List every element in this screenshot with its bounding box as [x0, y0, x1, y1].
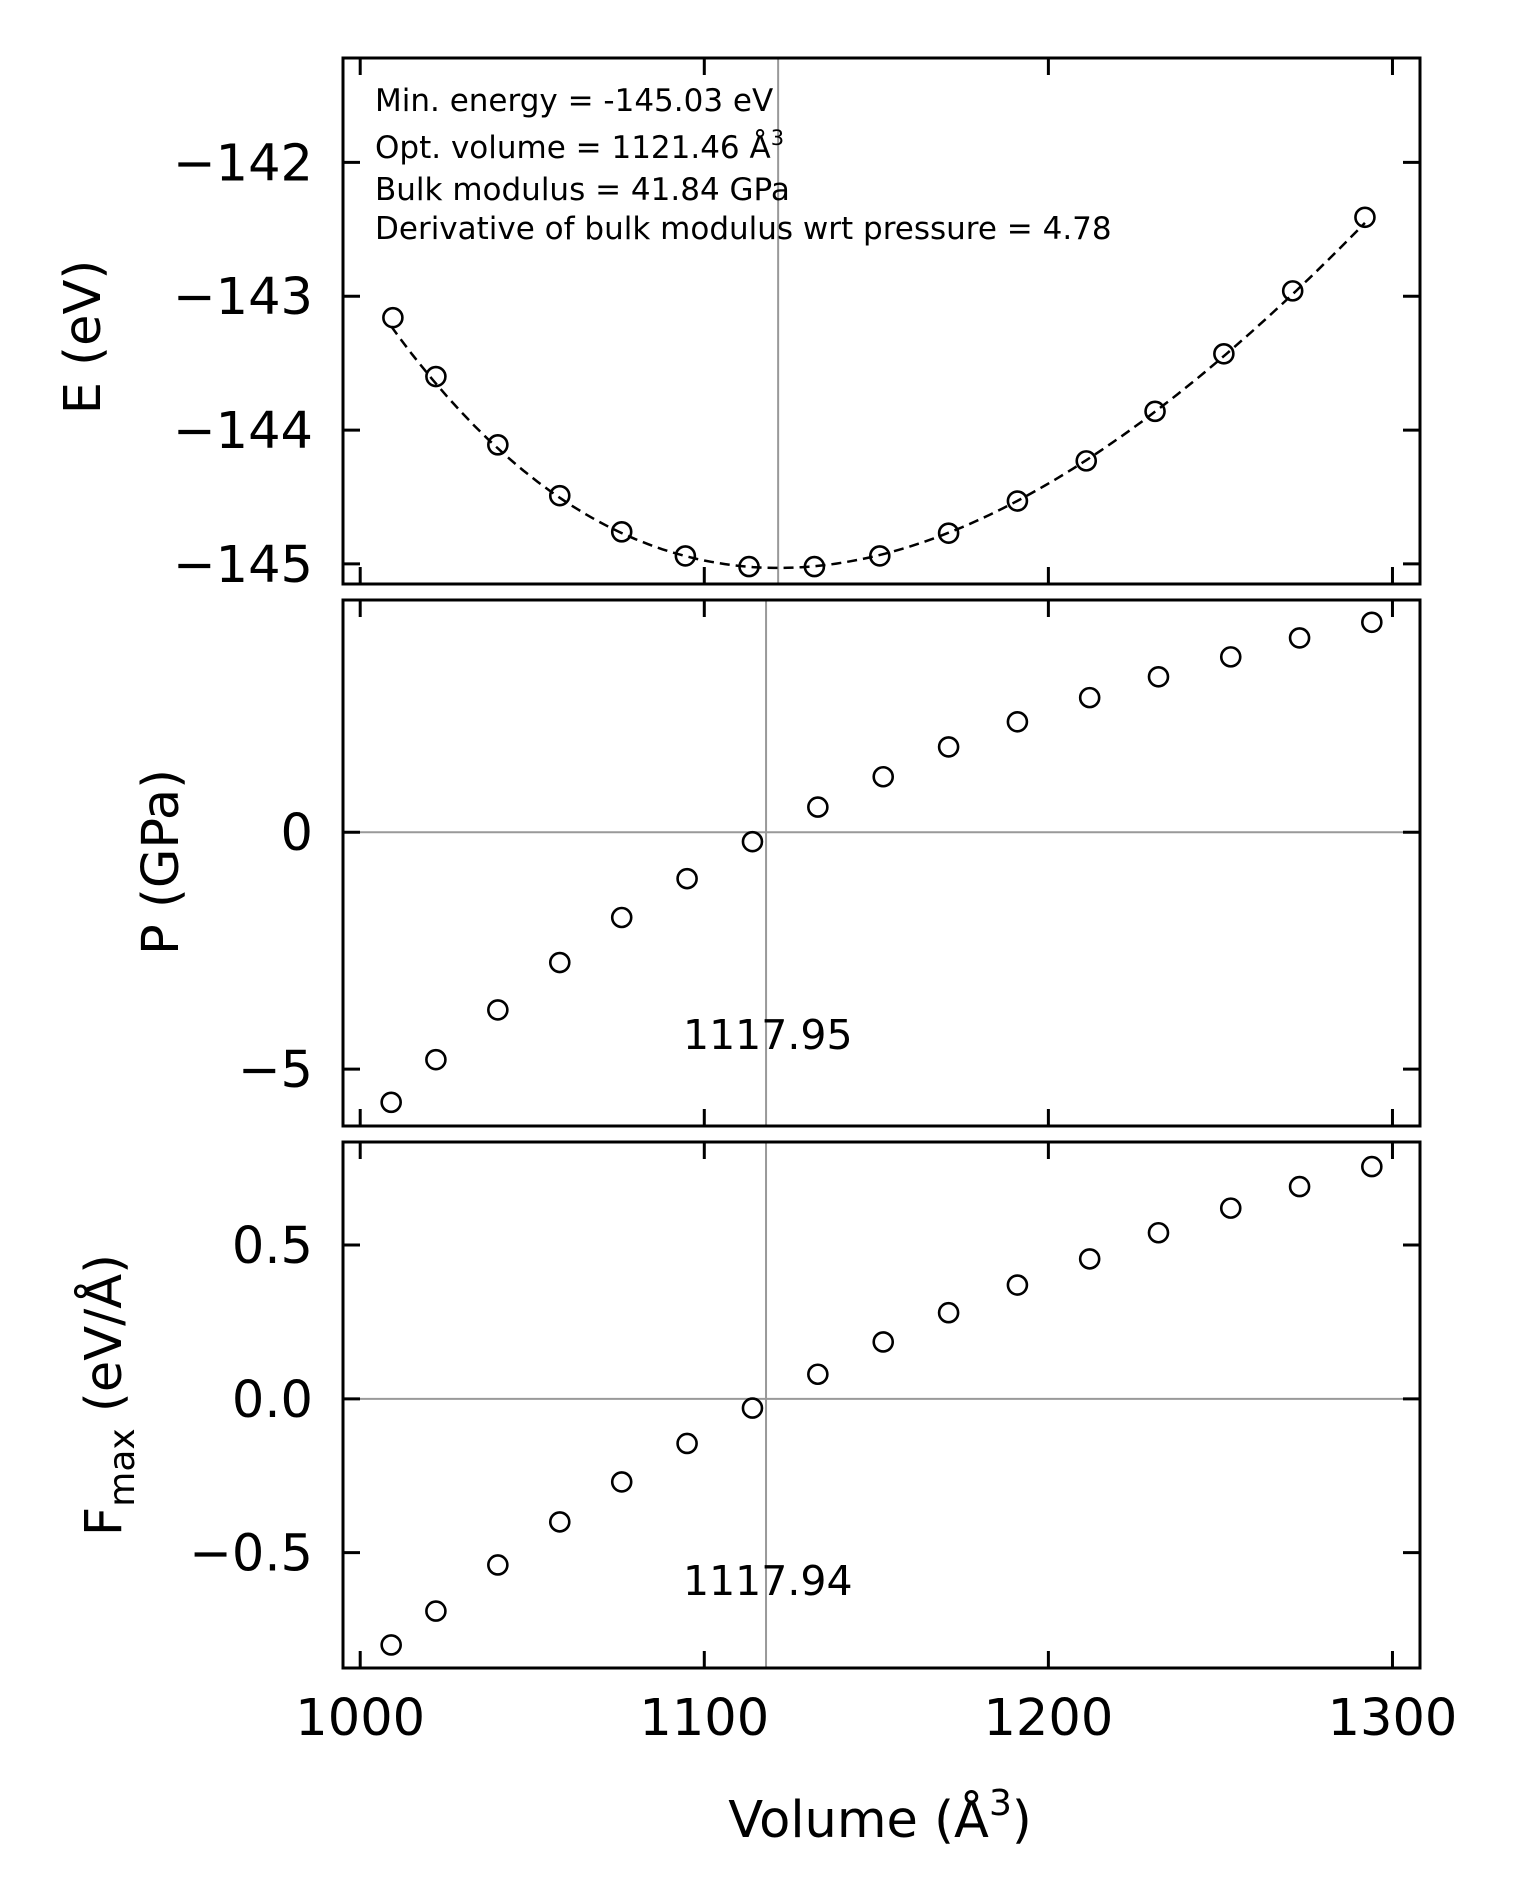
energy-data-point — [382, 306, 404, 329]
energy-data-point — [1144, 400, 1166, 423]
force-data-point — [1006, 1274, 1029, 1296]
pressure-data-point — [380, 1091, 402, 1114]
annotation-opt-volume-text: Opt. volume = 1121.46 Å — [375, 130, 771, 166]
energy-y-tick-label: −144 — [173, 402, 313, 461]
force-y-axis-label-unit: (eV/Å) — [72, 1254, 134, 1428]
x-axis-label: Volume (Å3) — [728, 1783, 1032, 1850]
pressure-y-axis-label: P (GPa) — [132, 769, 191, 955]
force-data-point — [1361, 1155, 1383, 1178]
energy-data-points — [382, 206, 1376, 578]
pressure-data-points — [380, 611, 1383, 1114]
force-data-points — [380, 1155, 1383, 1656]
pressure-data-point — [1078, 686, 1101, 709]
x-tick-label: 1100 — [639, 1689, 769, 1748]
force-plot-frame — [341, 1140, 1422, 1670]
pressure-data-point — [741, 830, 764, 853]
energy-data-point — [487, 434, 509, 456]
force-y-tick-label: −0.5 — [189, 1525, 313, 1584]
energy-data-point — [937, 522, 960, 544]
energy-data-point — [610, 521, 633, 543]
energy-data-point — [674, 545, 697, 567]
energy-plot-frame — [341, 56, 1422, 586]
force-data-point — [610, 1471, 633, 1493]
force-ticks: −0.5 0.0 0.5 — [189, 1142, 1420, 1668]
pressure-data-point — [1288, 627, 1311, 649]
force-data-point — [1147, 1221, 1170, 1244]
force-data-point — [676, 1432, 698, 1455]
pressure-data-point — [872, 765, 895, 788]
pressure-data-point — [548, 951, 571, 974]
annotation-opt-volume: Opt. volume = 1121.46 Å3 — [375, 126, 784, 166]
pressure-ticks: −5 0 — [238, 600, 1420, 1126]
pressure-data-point — [1361, 611, 1383, 634]
force-y-tick-label: 0.0 — [232, 1371, 313, 1430]
pressure-data-point — [937, 736, 960, 758]
x-tick-label: 1200 — [983, 1689, 1113, 1748]
energy-fit-curve — [390, 222, 1366, 570]
energy-data-point — [868, 545, 891, 567]
force-data-point — [380, 1634, 402, 1656]
pressure-data-point — [807, 796, 829, 818]
x-tick-label: 1300 — [1328, 1689, 1458, 1748]
energy-data-point — [1075, 450, 1098, 472]
pressure-data-point — [425, 1048, 447, 1071]
force-data-point — [548, 1511, 571, 1533]
x-tick-labels: 1000 1100 1200 1300 — [295, 1689, 1457, 1748]
force-data-point — [1078, 1248, 1101, 1270]
energy-panel: −145 −144 −143 −142 E (eV) Min. energy = -1… — [54, 56, 1422, 595]
force-data-point — [807, 1363, 829, 1386]
force-reference-lines — [343, 1142, 1420, 1668]
energy-data-point — [738, 555, 760, 578]
energy-fit-layer — [390, 222, 1366, 570]
force-data-point — [1219, 1197, 1242, 1219]
energy-data-point — [1213, 342, 1235, 365]
force-panel: −0.50.00.5 Fmax (eV/Å) 1117.94 1000 1100 1… — [72, 1140, 1457, 1748]
annotation-opt-volume-superscript: 3 — [771, 126, 784, 150]
pressure-data-point — [1147, 665, 1170, 688]
pressure-reference-lines — [343, 600, 1420, 1126]
energy-y-tick-label: −145 — [173, 536, 313, 595]
pressure-panel: −5 0 P (GPa) 1117.95 — [132, 598, 1422, 1128]
pressure-plot-frame — [341, 598, 1422, 1128]
energy-y-tick-label: −142 — [173, 134, 313, 193]
pressure-data-point — [1219, 646, 1242, 668]
force-y-axis-label-subscript: max — [102, 1428, 143, 1506]
force-y-tick-label: 0.5 — [232, 1217, 313, 1276]
force-data-point — [1288, 1175, 1311, 1198]
pressure-zero-crossing-label: 1117.95 — [683, 1011, 853, 1059]
pressure-y-tick-label: −5 — [238, 1041, 313, 1100]
energy-ticks: −145 −144 −143 −142 — [173, 58, 1420, 595]
energy-data-point — [1281, 280, 1304, 302]
annotation-min-energy: Min. energy = -145.03 eV — [375, 83, 773, 119]
force-y-axis-label-main: F — [75, 1507, 134, 1536]
force-data-point — [425, 1600, 447, 1622]
energy-y-axis-label: E (eV) — [54, 260, 113, 415]
pressure-data-point — [676, 867, 698, 890]
force-zero-crossing-label: 1117.94 — [683, 1557, 853, 1605]
energy-data-point — [803, 555, 826, 578]
pressure-data-point — [487, 999, 509, 1021]
energy-y-tick-label: −143 — [173, 268, 313, 327]
annotation-bulk-modulus-derivative: Derivative of bulk modulus wrt pressure … — [375, 211, 1112, 247]
energy-data-point — [1006, 490, 1029, 512]
force-y-axis-label: Fmax (eV/Å) — [72, 1254, 143, 1536]
force-data-point — [937, 1301, 960, 1324]
energy-data-point — [1354, 206, 1376, 229]
force-data-point — [872, 1331, 895, 1353]
force-data-point — [741, 1397, 764, 1419]
x-tick-label: 1000 — [295, 1689, 425, 1748]
pressure-y-tick-label: 0 — [281, 804, 313, 863]
annotation-bulk-modulus: Bulk modulus = 41.84 GPa — [375, 172, 790, 208]
pressure-data-point — [610, 906, 633, 929]
x-axis-label-text: Volume (Å — [728, 1788, 989, 1850]
x-axis-label-superscript: 3 — [989, 1783, 1012, 1824]
pressure-data-point — [1006, 710, 1029, 733]
energy-data-point — [548, 484, 571, 507]
force-data-point — [487, 1554, 509, 1576]
energy-data-point — [425, 365, 447, 388]
x-axis-label-close: ) — [1012, 1791, 1032, 1850]
